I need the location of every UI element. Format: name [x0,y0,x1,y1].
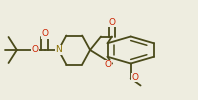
Text: O: O [104,60,111,69]
Text: O: O [131,73,138,82]
Text: O: O [31,46,38,54]
Text: O: O [108,18,115,27]
Text: N: N [55,46,62,54]
Text: O: O [41,30,48,38]
